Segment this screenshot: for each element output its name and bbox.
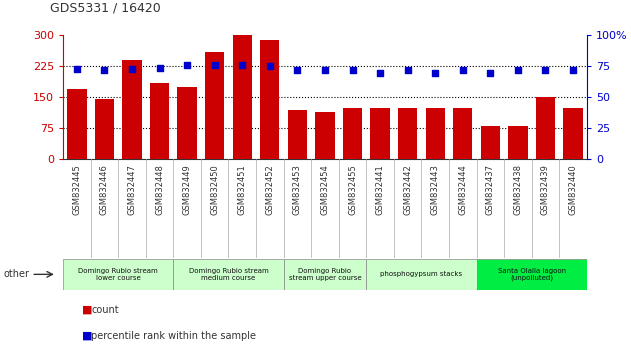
- Bar: [536, 97, 555, 159]
- Bar: [425, 108, 445, 159]
- Text: GSM832438: GSM832438: [514, 164, 522, 215]
- Bar: [509, 126, 528, 159]
- Text: ■: ■: [82, 331, 93, 341]
- Bar: [177, 87, 197, 159]
- Text: GSM832446: GSM832446: [100, 164, 109, 215]
- Bar: [283, 259, 367, 290]
- Point: [320, 67, 330, 73]
- Text: GSM832454: GSM832454: [321, 164, 329, 215]
- Bar: [260, 40, 280, 159]
- Bar: [63, 259, 174, 290]
- Bar: [453, 108, 473, 159]
- Point: [513, 67, 523, 73]
- Text: Domingo Rubio stream
medium course: Domingo Rubio stream medium course: [189, 268, 268, 281]
- Text: GSM832455: GSM832455: [348, 164, 357, 215]
- Text: GSM832442: GSM832442: [403, 164, 412, 215]
- Point: [485, 70, 495, 75]
- Text: other: other: [3, 269, 29, 279]
- Bar: [481, 126, 500, 159]
- Point: [292, 67, 302, 73]
- Point: [403, 67, 413, 73]
- Bar: [367, 259, 476, 290]
- Text: Santa Olalla lagoon
(unpolluted): Santa Olalla lagoon (unpolluted): [498, 268, 566, 281]
- Text: GSM832444: GSM832444: [458, 164, 468, 215]
- Text: phosphogypsum stacks: phosphogypsum stacks: [380, 272, 463, 277]
- Point: [348, 67, 358, 73]
- Text: GSM832448: GSM832448: [155, 164, 164, 215]
- Point: [100, 67, 110, 73]
- Text: ■: ■: [82, 305, 93, 315]
- Point: [457, 67, 468, 73]
- Bar: [122, 60, 141, 159]
- Point: [127, 66, 137, 72]
- Text: GSM832450: GSM832450: [210, 164, 219, 215]
- Text: GSM832440: GSM832440: [569, 164, 577, 215]
- Bar: [174, 259, 283, 290]
- Bar: [68, 89, 86, 159]
- Point: [72, 66, 82, 72]
- Point: [155, 65, 165, 70]
- Bar: [95, 99, 114, 159]
- Point: [568, 67, 578, 73]
- Text: GSM832451: GSM832451: [238, 164, 247, 215]
- Bar: [316, 112, 334, 159]
- Text: GSM832437: GSM832437: [486, 164, 495, 215]
- Text: GSM832452: GSM832452: [266, 164, 274, 215]
- Bar: [343, 108, 362, 159]
- Text: GSM832443: GSM832443: [431, 164, 440, 215]
- Text: GSM832447: GSM832447: [127, 164, 136, 215]
- Text: count: count: [91, 305, 119, 315]
- Bar: [150, 83, 169, 159]
- Text: GSM832449: GSM832449: [182, 164, 192, 215]
- Text: GSM832453: GSM832453: [293, 164, 302, 215]
- Point: [237, 62, 247, 68]
- Bar: [370, 108, 390, 159]
- Text: Domingo Rubio
stream upper course: Domingo Rubio stream upper course: [288, 268, 362, 281]
- Text: GSM832439: GSM832439: [541, 164, 550, 215]
- Point: [430, 70, 440, 75]
- Bar: [205, 52, 225, 159]
- Point: [540, 67, 550, 73]
- Point: [375, 70, 385, 75]
- Bar: [563, 108, 582, 159]
- Point: [265, 64, 275, 69]
- Point: [182, 62, 192, 68]
- Bar: [398, 108, 417, 159]
- Text: GSM832441: GSM832441: [375, 164, 384, 215]
- Bar: [288, 110, 307, 159]
- Bar: [233, 35, 252, 159]
- Text: percentile rank within the sample: percentile rank within the sample: [91, 331, 256, 341]
- Text: GSM832445: GSM832445: [73, 164, 81, 215]
- Text: Domingo Rubio stream
lower course: Domingo Rubio stream lower course: [78, 268, 158, 281]
- Bar: [476, 259, 587, 290]
- Text: GDS5331 / 16420: GDS5331 / 16420: [50, 1, 162, 14]
- Point: [209, 62, 220, 68]
